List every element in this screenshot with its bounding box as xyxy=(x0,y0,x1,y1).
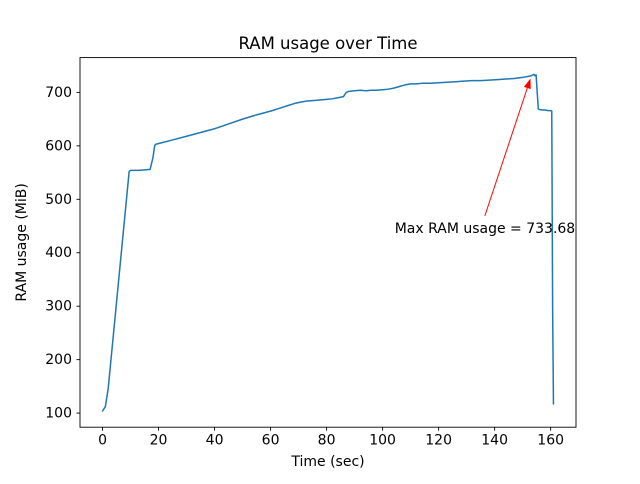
y-tick-label: 600 xyxy=(45,138,72,154)
x-tick-label: 140 xyxy=(481,433,508,449)
x-tick-label: 0 xyxy=(98,433,107,449)
y-tick-label: 700 xyxy=(45,85,72,101)
y-tick-label: 100 xyxy=(45,406,72,422)
annotation-arrow-head xyxy=(523,78,531,90)
x-tick-label: 160 xyxy=(537,433,564,449)
y-axis-label: RAM usage (MiB) xyxy=(14,183,30,301)
x-tick-label: 120 xyxy=(425,433,452,449)
x-tick-label: 80 xyxy=(318,433,336,449)
annotation-text: Max RAM usage = 733.68 xyxy=(395,221,576,237)
x-tick-label: 20 xyxy=(150,433,168,449)
y-tick-label: 200 xyxy=(45,352,72,368)
x-tick-label: 100 xyxy=(369,433,396,449)
chart-title: RAM usage over Time xyxy=(238,34,417,53)
annotation-arrow-line xyxy=(484,87,528,217)
plot-area: 0 20 40 60 80 100 120 140 160 100 200 300 400 500 600 7… xyxy=(45,57,577,449)
x-tick-label: 60 xyxy=(262,433,280,449)
y-tick-label: 500 xyxy=(45,192,72,208)
x-tick-label: 40 xyxy=(206,433,224,449)
y-tick-label: 400 xyxy=(45,245,72,261)
y-tick-label: 300 xyxy=(45,299,72,315)
ram-usage-line xyxy=(101,73,555,412)
axes-frame xyxy=(79,57,577,428)
x-axis-label: Time (sec) xyxy=(290,454,364,470)
